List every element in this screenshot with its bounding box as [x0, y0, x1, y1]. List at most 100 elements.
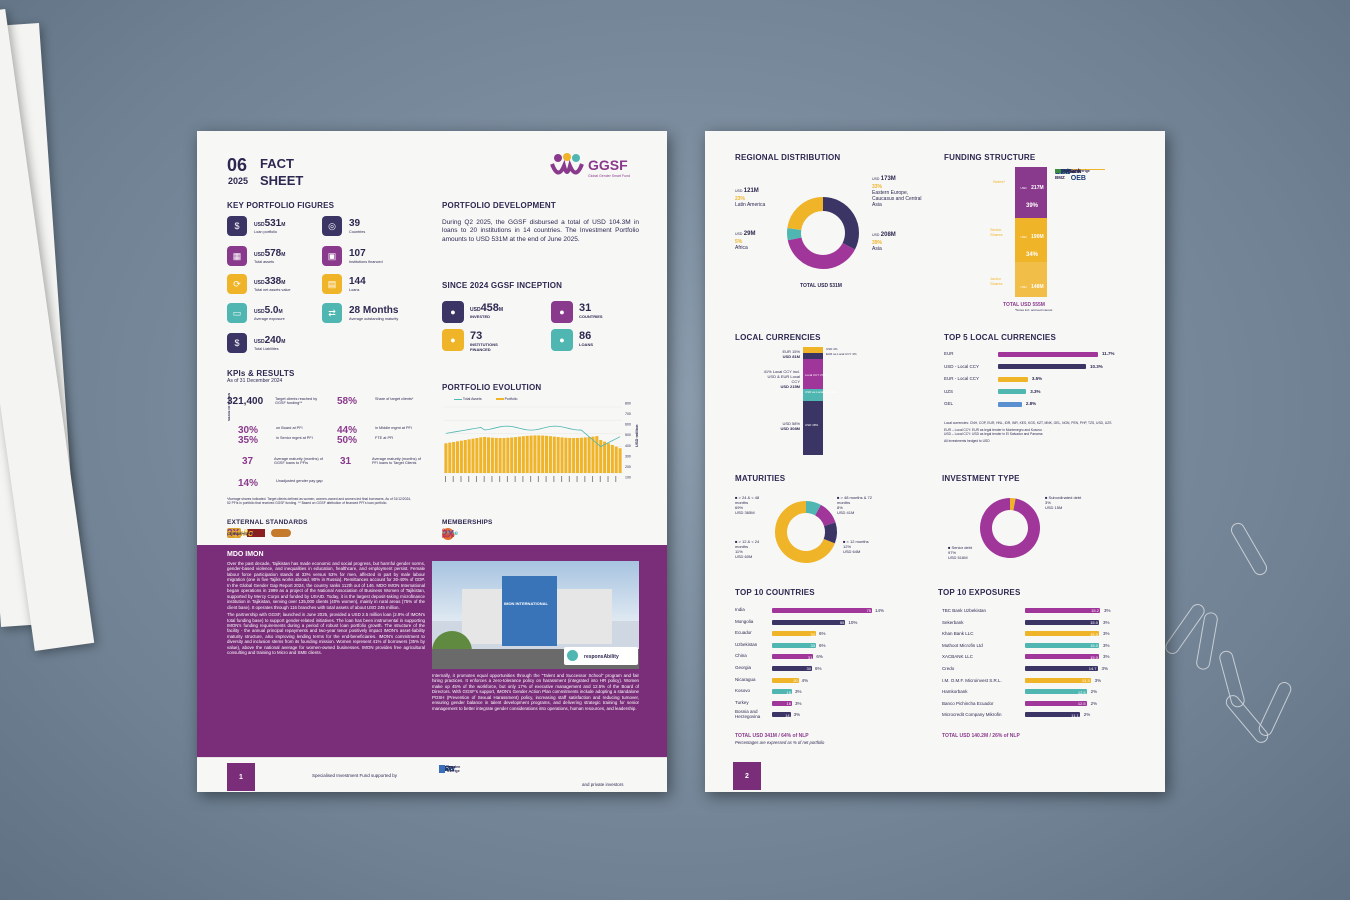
kpi-side-label: SHARE OF WOMEN: [227, 392, 231, 421]
evolution-date-tick: [576, 476, 578, 482]
kpf-label-7: Average outstanding maturity: [349, 317, 399, 321]
exposure-label-9: Microcredit Company Mikrofin: [942, 712, 1002, 718]
portfolio-development-title: PORTFOLIO DEVELOPMENT: [442, 201, 556, 210]
evolution-bar: [548, 436, 552, 473]
country-bar-4: [772, 654, 814, 660]
exposure-label-6: I.M. O.M.F. Microinvest S.R.L.: [942, 677, 1002, 683]
country-bar-5: [772, 666, 812, 671]
evolution-tick: 300: [625, 454, 631, 458]
exposure-value-5: 14.7: [1088, 666, 1097, 672]
evolution-date-tick: [607, 476, 609, 482]
top5-bar-0: [998, 351, 1098, 357]
maturities-donut: [775, 501, 837, 563]
evolution-bar: [467, 439, 471, 473]
exposure-value-6: 13.3: [1081, 677, 1090, 683]
regional-donut: [787, 197, 859, 269]
responsability-logo: responsAbility: [584, 654, 619, 660]
evolution-date-tick: [506, 476, 508, 482]
issue-number: 06: [227, 155, 248, 175]
evolution-date-tick: [545, 476, 547, 482]
kpf-value-6: USD5.0M: [254, 305, 283, 316]
imon-logo-icon: [567, 650, 578, 661]
evolution-tick: 100: [625, 476, 631, 480]
evolution-bar: [502, 437, 506, 473]
kpf-value-5: 144: [349, 276, 366, 287]
investment-type-title: INVESTMENT TYPE: [942, 474, 1020, 483]
kpf-label-1: Countries: [349, 230, 366, 234]
evolution-bar: [537, 435, 541, 473]
evolution-bar: [591, 436, 595, 473]
inv-label-senior: ■ Senior debt 97% USD 516M: [948, 545, 972, 560]
country-label-0: India: [735, 607, 745, 612]
sweden-logo: Sweden Sverige: [439, 765, 460, 773]
evolution-tick: 500: [625, 433, 631, 437]
kpf-icon-2: ▦: [227, 246, 247, 266]
kpf-label-3: Institutions financed: [349, 260, 383, 264]
kpi-label-8: Unadjusted gender pay gap: [276, 479, 323, 483]
evolution-date-tick: [599, 476, 601, 482]
oeb-funding-logo: OEB: [1055, 169, 1071, 176]
portfolio-evolution-chart: Total Assets Portfolio 800 700 600 500 400 30…: [442, 395, 642, 495]
kpf-label-8: Total Liabilities: [254, 347, 279, 351]
gls-bank-logo: GLS Bank: [1055, 169, 1082, 175]
country-label-1: Mongolia: [735, 618, 754, 624]
evolution-date-tick: [568, 476, 570, 482]
kpf-value-0: USD531M: [254, 218, 286, 229]
evolution-bar: [583, 437, 587, 473]
exposure-value-7: 12.5: [1077, 689, 1086, 695]
kpf-label-0: Loan portfolio: [254, 230, 278, 234]
imon-sign: IMON INTERNATIONAL: [504, 601, 548, 606]
donut-regional-slice-0: [822, 197, 859, 250]
country-value-7: 15: [786, 689, 791, 695]
inception-label-0: INVESTED: [470, 314, 491, 319]
exposure-label-2: Khan Bank LLC: [942, 631, 974, 637]
evolution-tick: 700: [625, 412, 631, 416]
evolution-bar: [510, 437, 514, 473]
inception-icon-1: ●: [551, 301, 573, 323]
bmz-funding-logo: BMZ: [1055, 175, 1065, 180]
kpi-value-5: 50%: [337, 435, 358, 446]
evolution-bar: [463, 440, 467, 473]
lc-right-5: USD 48%: [805, 423, 819, 427]
top10-countries-note: Percentages are expressed as % of net po…: [735, 740, 825, 745]
exposure-label-0: TBC Bank Uzbekistan: [942, 608, 987, 613]
funding-notes-label: USD 217M 39%: [1020, 185, 1044, 209]
evolution-date-tick: [460, 476, 462, 482]
kpf-icon-0: $: [227, 216, 247, 236]
evolution-bar: [618, 448, 622, 473]
evolution-bar: [603, 441, 607, 473]
kpi-label-7: Average maturity (months) of PFI loans t…: [372, 457, 421, 465]
standard-logo-5: [271, 529, 291, 537]
mat-label-1: ■ > 48 months & 72 months 8% USD 41M: [837, 495, 872, 515]
key-portfolio-title: KEY PORTFOLIO FIGURES: [227, 201, 335, 210]
exposure-pct-9: 2%: [1083, 712, 1091, 718]
regional-africa: USD 29M 5% Africa: [735, 231, 756, 251]
evolution-bar: [452, 441, 456, 473]
evolution-bar: [575, 437, 580, 473]
evolution-total-assets-line: [445, 425, 621, 448]
standard-logo-4: [247, 529, 265, 537]
exposure-bar-8: [1025, 700, 1087, 706]
funding-total: TOTAL USD 555M: [1003, 302, 1045, 308]
top5-label-2: EUR - Local CCY: [944, 376, 980, 381]
donut-mat-slice-1: [814, 504, 836, 527]
local-currencies-title: LOCAL CURRENCIES: [735, 333, 821, 342]
kfw-funding-logo: KFW: [1055, 169, 1071, 176]
lc-right-1: USD 4%: [826, 347, 838, 351]
kpf-value-4: USD338M: [254, 276, 286, 287]
title-sheet: SHEET: [260, 173, 304, 188]
inception-icon-2: ●: [442, 329, 464, 351]
kpi-value-4: 35%: [238, 435, 259, 446]
footer-private: and private investors: [582, 782, 624, 787]
inception-value-0: USD458M: [470, 302, 504, 314]
kpi-footnote: *Average shares indicated. Target client…: [227, 497, 412, 506]
top5-bar-1: [998, 364, 1087, 369]
oeb-funding-logo-2: OEB: [1070, 175, 1086, 182]
kpf-label-5: Loans: [349, 288, 360, 292]
country-pct-0: 14%: [875, 608, 885, 613]
ggsf-brand-sub: Global Gender Smart Fund: [588, 174, 631, 178]
kpi-label-6: Average maturity (months) of GGSF loans …: [274, 457, 323, 465]
evolution-bar: [606, 443, 610, 473]
country-value-0: 75: [866, 608, 871, 614]
top5-bar-2: [998, 376, 1028, 382]
